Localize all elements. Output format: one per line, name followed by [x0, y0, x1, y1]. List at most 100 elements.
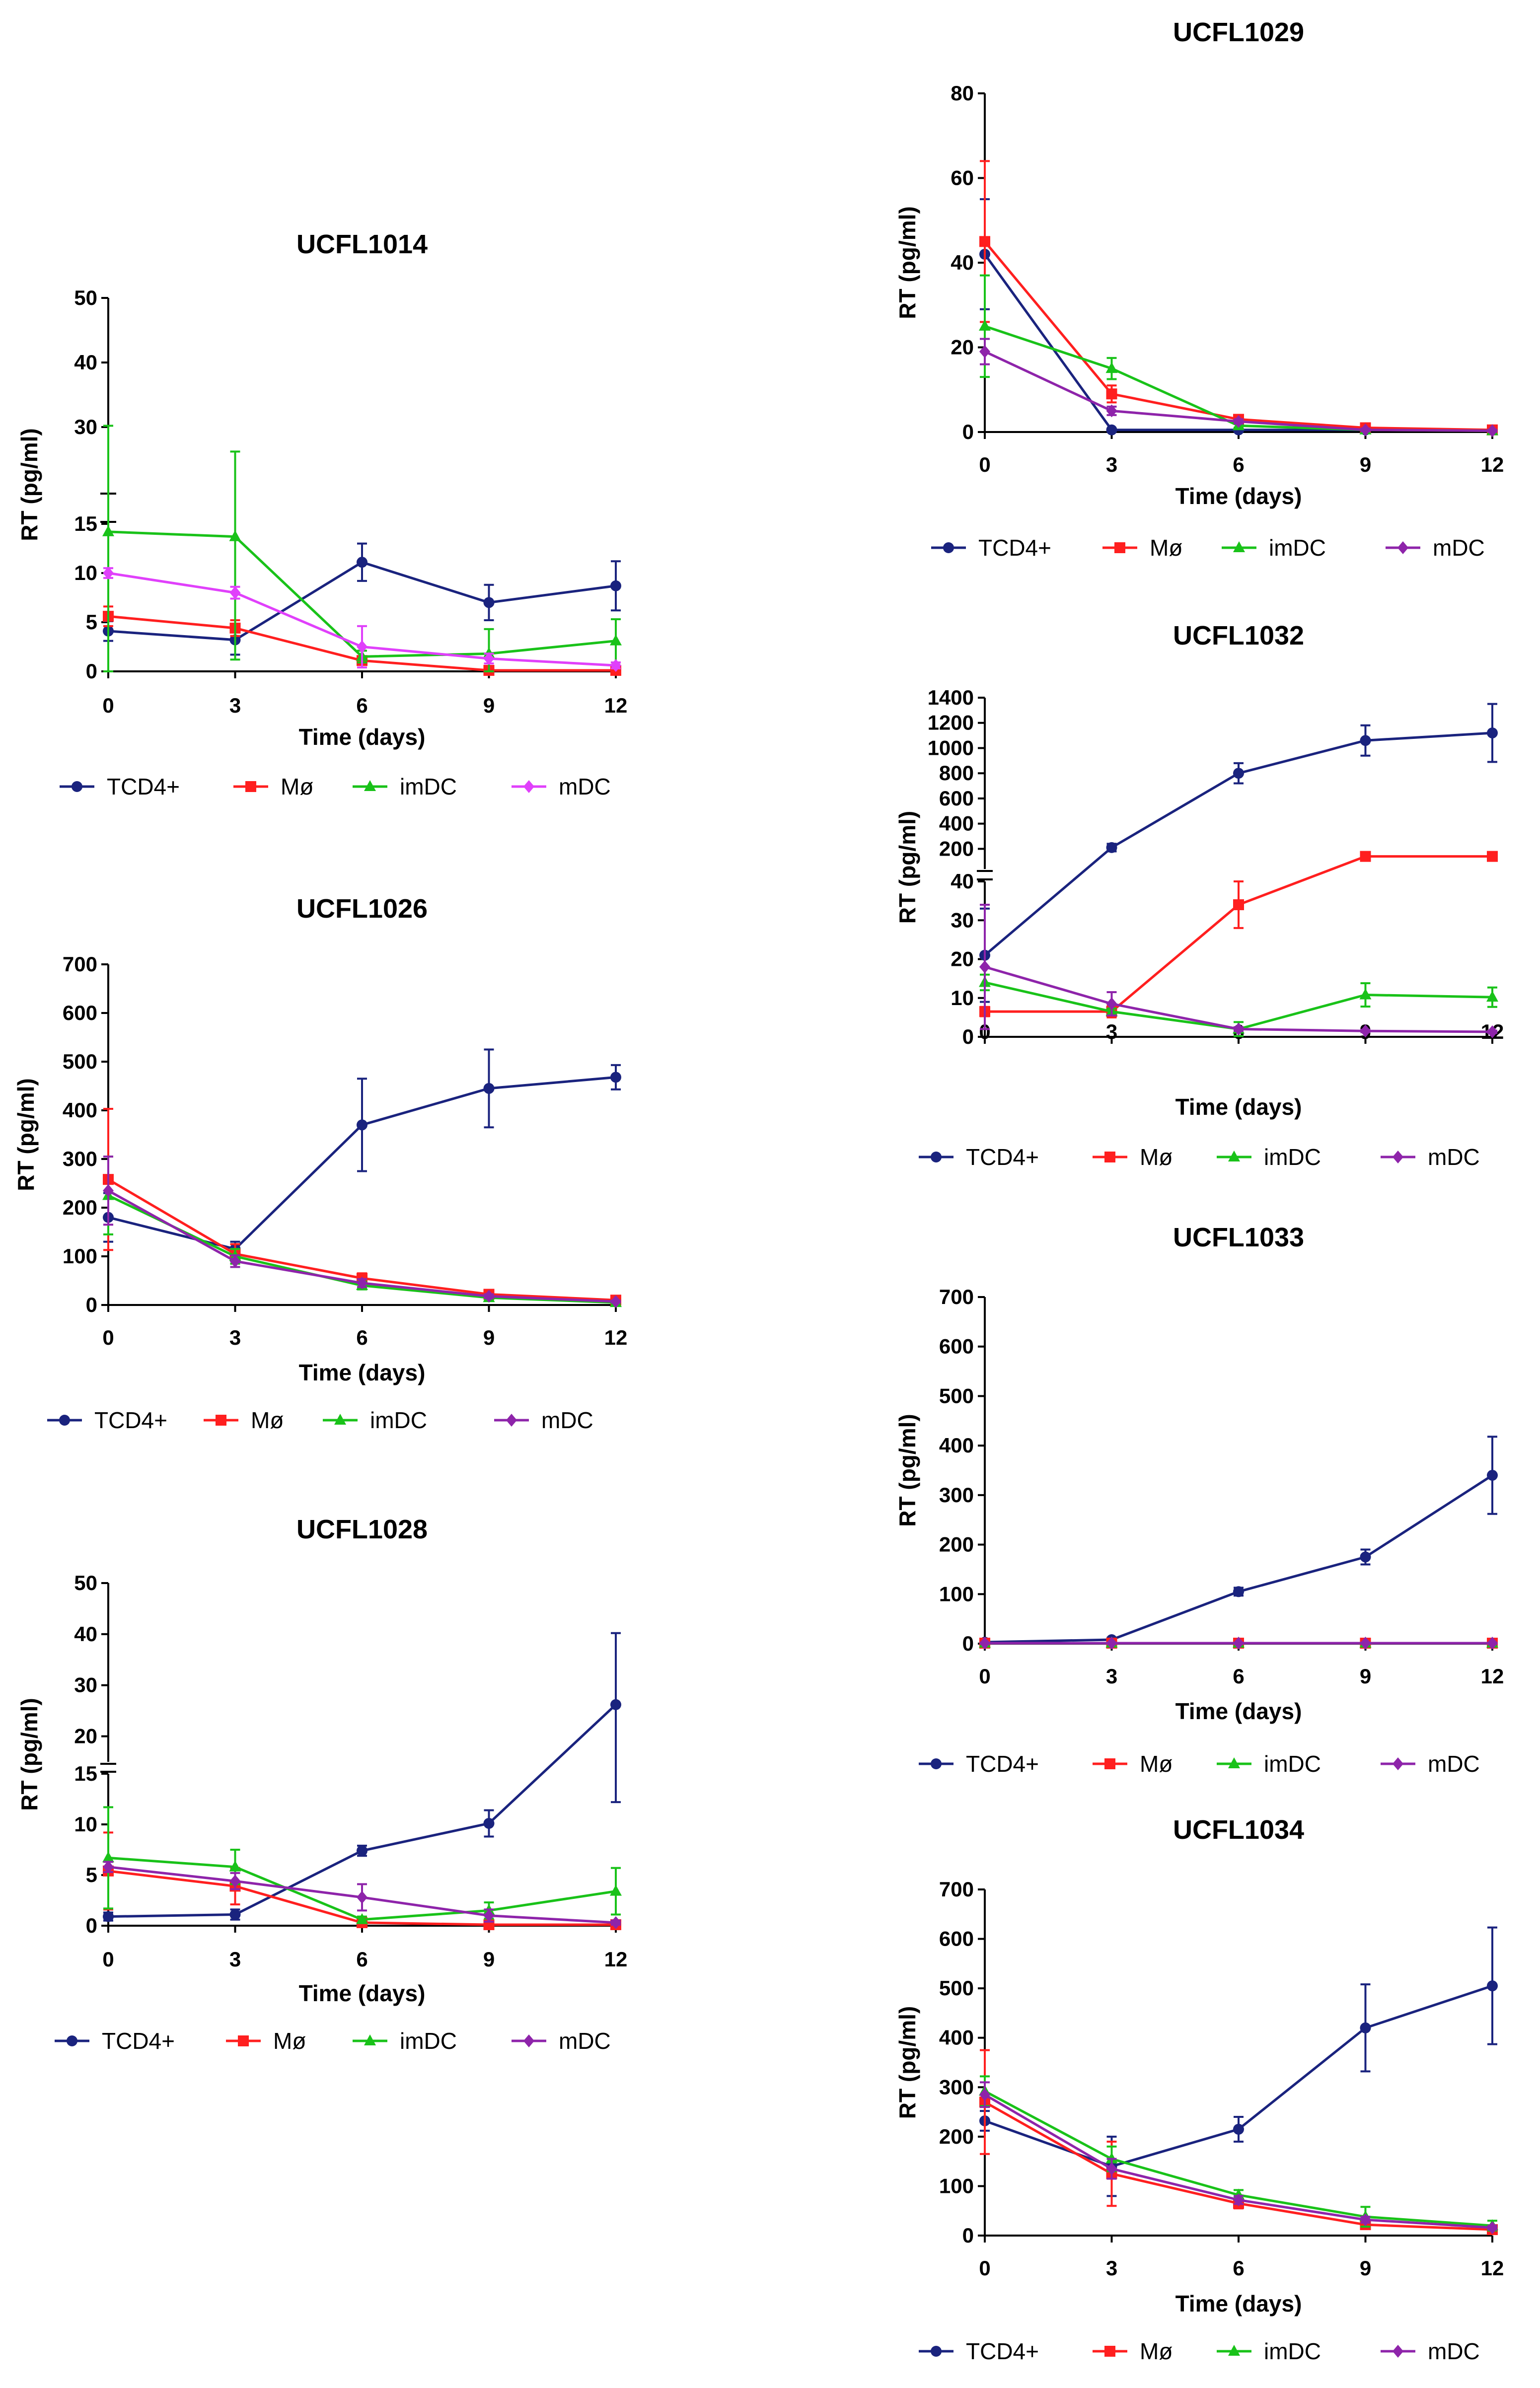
legend-marker: [931, 1152, 942, 1162]
y-tick-label: 40: [74, 351, 97, 374]
chart-title: UCFL1033: [1173, 1223, 1304, 1252]
x-tick-label: 3: [1106, 1020, 1117, 1043]
legend-marker: [1104, 1152, 1115, 1162]
data-point: [357, 1276, 367, 1290]
data-point: [610, 580, 621, 591]
legend-label: mDC: [1428, 1751, 1480, 1777]
legend-label: Mø: [281, 774, 313, 799]
legend: TCD4+ Mø imDC mDC: [60, 774, 611, 799]
data-point: [1233, 2193, 1244, 2207]
legend-label: TCD4+: [102, 2028, 175, 2054]
data-point: [103, 1184, 114, 1197]
legend-marker: [943, 542, 954, 553]
y-tick-label: 500: [939, 1384, 974, 1407]
legend-marker: [1393, 2345, 1403, 2358]
data-point: [1106, 424, 1117, 435]
x-axis-label: Time (days): [299, 1980, 426, 2006]
series-mDC: [979, 338, 1498, 437]
legend-marker: [238, 2035, 249, 2046]
data-point: [229, 1875, 241, 1888]
y-tick-label: 30: [951, 908, 974, 932]
chart-title: UCFL1032: [1173, 621, 1304, 651]
y-tick-label: 10: [74, 1812, 97, 1836]
x-axis-label: Time (days): [1175, 1094, 1302, 1120]
legend-label: Mø: [1150, 535, 1182, 561]
y-tick-label: 300: [939, 1483, 974, 1507]
data-point: [979, 236, 990, 247]
x-tick-label: 0: [102, 1948, 114, 1971]
series-line: [983, 253, 1492, 432]
legend-label: mDC: [541, 1407, 593, 1433]
data-point: [1359, 988, 1372, 1000]
legend-label: Mø: [273, 2028, 306, 2054]
legend-marker: [1397, 541, 1408, 554]
y-tick-label: 0: [86, 659, 97, 683]
legend-label: TCD4+: [94, 1407, 167, 1433]
data-point: [483, 1909, 495, 1922]
series-mDC: [103, 1156, 621, 1308]
data-point: [357, 1119, 367, 1131]
legend-label: imDC: [400, 774, 457, 799]
data-point: [1487, 727, 1498, 739]
data-point: [103, 1911, 114, 1922]
y-tick-label: 100: [63, 1244, 97, 1268]
data-point: [1487, 1637, 1498, 1650]
legend-label: mDC: [1428, 2338, 1480, 2364]
data-point: [1360, 1024, 1371, 1038]
y-tick-label: 1400: [928, 686, 974, 709]
data-point: [1360, 1551, 1371, 1563]
legend-label: imDC: [1264, 1751, 1321, 1777]
data-point: [1487, 1980, 1498, 1992]
x-tick-label: 12: [1481, 2256, 1504, 2280]
data-point: [610, 1916, 621, 1929]
chart-panel: UCFL1034 0 100 200 300 400 500 600 700 0 3 6 9 12 Time…: [894, 1815, 1504, 2364]
legend-marker: [1104, 1758, 1115, 1769]
legend-marker: [1104, 2346, 1115, 2357]
data-point: [1487, 1025, 1498, 1038]
y-tick-label: 10: [74, 561, 97, 584]
x-tick-label: 0: [979, 1020, 990, 1043]
legend-marker: [59, 1415, 70, 1426]
x-tick-label: 6: [356, 1326, 367, 1349]
x-tick-label: 3: [229, 694, 241, 717]
chart-title: UCFL1026: [296, 894, 428, 924]
x-tick-label: 6: [356, 1948, 367, 1971]
legend: TCD4+ Mø imDC mDC: [919, 2338, 1480, 2364]
y-tick-label: 50: [74, 1571, 97, 1594]
x-tick-label: 6: [1233, 2256, 1244, 2280]
y-tick-label: 100: [939, 2174, 974, 2197]
legend-marker: [523, 780, 534, 793]
legend-marker: [931, 1758, 942, 1769]
legend-marker: [523, 2034, 534, 2047]
y-tick-label: 700: [63, 952, 97, 976]
legend-label: imDC: [1264, 2338, 1321, 2364]
y-axis-label: RT (pg/ml): [16, 1698, 42, 1810]
x-tick-label: 12: [604, 1948, 628, 1971]
legend-marker: [67, 2035, 77, 2046]
x-tick-label: 9: [483, 694, 495, 717]
y-tick-label: 300: [939, 2075, 974, 2099]
y-tick-label: 700: [939, 1285, 974, 1308]
x-axis-label: Time (days): [1175, 483, 1302, 509]
legend: TCD4+ Mø imDC mDC: [919, 1751, 1480, 1777]
data-point: [979, 960, 990, 974]
legend-marker: [72, 781, 82, 792]
y-tick-label: 0: [962, 2224, 974, 2247]
data-point: [1487, 1469, 1498, 1481]
data-point: [610, 1699, 621, 1710]
x-tick-label: 12: [1481, 453, 1504, 476]
x-tick-label: 6: [1233, 453, 1244, 476]
x-tick-label: 0: [102, 694, 114, 717]
y-tick-label: 1200: [928, 711, 974, 734]
x-axis-label: Time (days): [299, 724, 426, 750]
y-tick-label: 600: [939, 787, 974, 810]
chart-title: UCFL1028: [296, 1515, 428, 1544]
legend-marker: [506, 1414, 517, 1427]
data-point: [610, 1072, 621, 1083]
data-point: [610, 1295, 621, 1308]
y-tick-label: 600: [939, 1927, 974, 1951]
y-tick-label: 40: [951, 251, 974, 274]
y-tick-label: 300: [63, 1147, 97, 1170]
data-point: [1487, 424, 1498, 437]
